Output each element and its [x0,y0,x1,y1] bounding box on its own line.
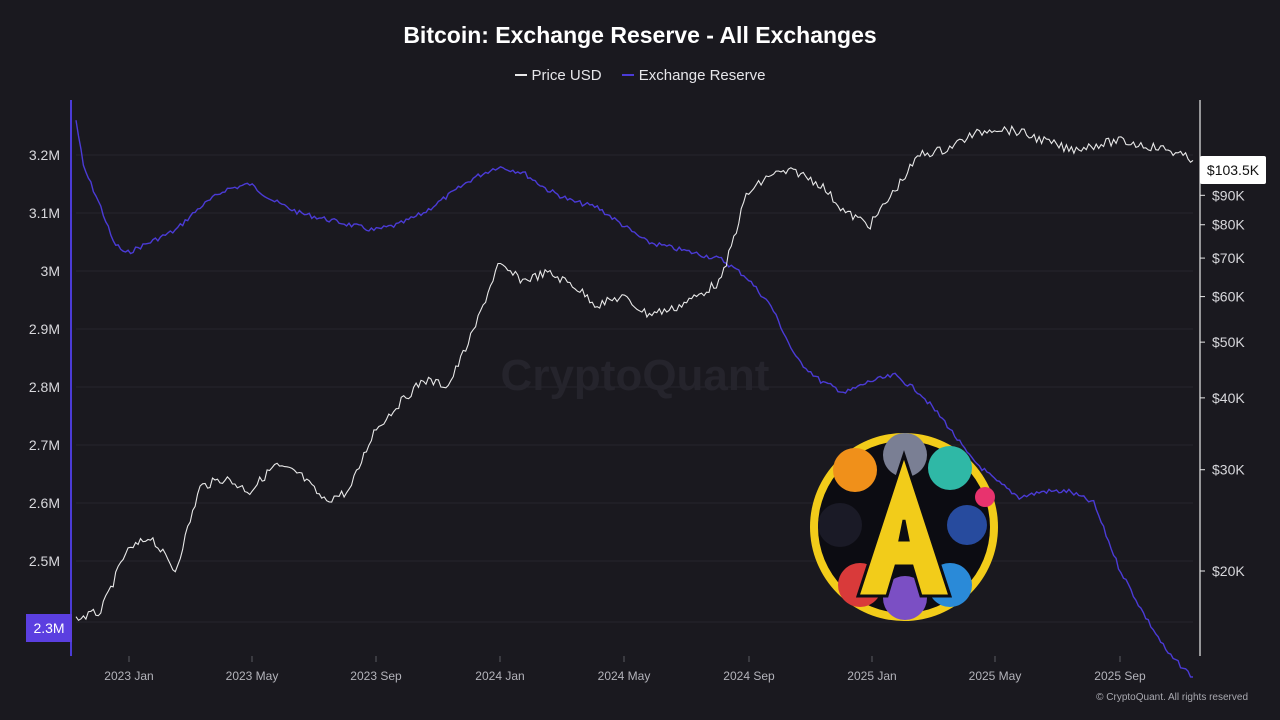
right-tick-label: $70K [1212,250,1245,266]
left-axis-ticks: 3.2M 3.1M 3M 2.9M 2.8M 2.7M 2.6M 2.5M [29,147,60,569]
x-tick-label: 2025 Jan [847,669,896,683]
right-tick-label: $40K [1212,390,1245,406]
x-tick-label: 2023 Sep [350,669,402,683]
legend-item-price[interactable]: Price USD [514,66,602,84]
x-tick-label: 2025 Sep [1094,669,1146,683]
right-tick-label: $80K [1212,217,1245,233]
x-tick-label: 2023 Jan [104,669,153,683]
price-swatch [514,74,527,76]
x-tick-label: 2024 May [598,669,651,683]
left-tick-label: 3.2M [29,147,60,163]
right-tick-label: $20K [1212,563,1245,579]
legend-label-reserve: Exchange Reserve [638,66,766,84]
left-tick-label: 2.8M [29,379,60,395]
series-line-exchange-reserve[interactable] [75,120,1194,678]
legend-label-price: Price USD [531,66,602,84]
copyright-text: © CryptoQuant. All rights reserved [1096,692,1248,703]
left-tick-label: 3.1M [29,205,60,221]
current-reserve-badge: 2.3M [26,614,72,642]
right-tick-label: $60K [1212,289,1245,305]
left-tick-label: 2.5M [29,553,60,569]
right-tick-label: $50K [1212,334,1245,350]
x-tick-label: 2025 May [969,669,1022,683]
series-line-price-usd[interactable] [75,124,1194,622]
x-tick-label: 2024 Sep [723,669,775,683]
right-tick-label: $90K [1212,187,1245,203]
x-tick-label: 2024 Jan [475,669,524,683]
left-tick-label: 3M [41,263,60,279]
right-tick-label: $30K [1212,462,1245,478]
reserve-swatch [621,74,634,76]
left-tick-label: 2.6M [29,495,60,511]
current-price-badge: $103.5K [1200,156,1266,184]
left-tick-label: 2.9M [29,321,60,337]
legend-item-reserve[interactable]: Exchange Reserve [621,66,766,84]
watermark: CryptoQuant [501,351,770,400]
x-tick-label: 2023 May [226,669,279,683]
right-axis-ticks: $90K $80K $70K $60K $50K $40K $30K $20K [1200,187,1245,579]
gridlines [76,154,1193,623]
chart-title: Bitcoin: Exchange Reserve - All Exchange… [403,22,877,48]
x-axis-ticks: 2023 Jan 2023 May 2023 Sep 2024 Jan 2024 May… [104,656,1146,683]
logo-icon [810,433,998,621]
legend[interactable]: Price USD Exchange Reserve [0,63,1280,84]
left-tick-label: 2.7M [29,437,60,453]
